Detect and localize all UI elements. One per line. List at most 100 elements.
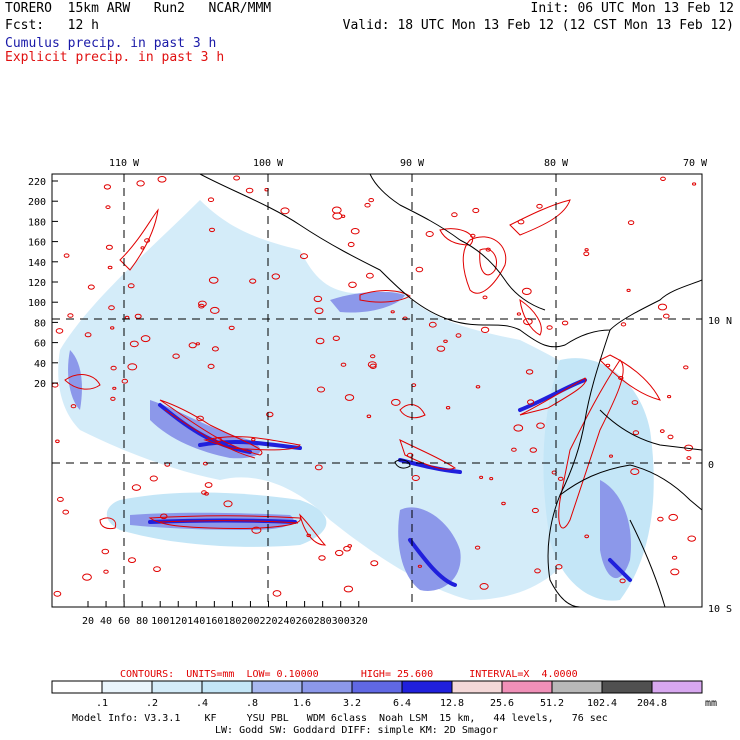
convective-cell [686,456,692,460]
convective-cell [436,345,446,352]
convective-cell [223,500,233,508]
y-tick-label: 40 [34,359,46,370]
convective-cell [474,545,481,550]
contour-info: CONTOURS: UNITS=mm LOW= 0.10000 HIGH= 25… [120,669,578,680]
convective-cell [318,555,326,561]
convective-cell [534,568,541,574]
convective-cell [313,295,323,303]
convective-cell [101,548,110,555]
convective-cell [683,365,689,370]
convective-cell [517,219,525,225]
color-scale-swatch [51,680,103,694]
convective-cell [128,557,136,563]
longitude-label: 100 W [253,158,284,169]
convective-cell [584,534,590,539]
convective-cell [584,248,589,252]
color-scale-swatch [451,680,503,694]
convective-cell [348,281,357,288]
convective-cell [670,568,680,576]
convective-cell [516,312,522,316]
latitude-label: 10 N [708,316,732,327]
color-scale-swatch [201,680,253,694]
convective-cell [630,468,640,476]
convective-cell [443,339,448,343]
x-tick-label: 280 [314,616,332,627]
color-scale-label: 3.2 [343,698,361,709]
convective-cell [366,272,374,279]
contour-interval: INTERVAL=X 4.0000 [469,669,578,680]
convective-cell [134,313,142,319]
convective-cell [314,307,324,315]
convective-cell [632,430,640,436]
convective-cell [110,326,115,330]
convective-cell [609,454,613,458]
x-tick-label: 240 [278,616,296,627]
convective-cell [300,253,308,260]
convective-cell [110,365,117,371]
convective-cell [620,322,627,327]
convective-cell [144,238,151,243]
convective-cell [105,244,113,250]
color-scale-label: .8 [246,698,258,709]
convective-cell [455,333,462,338]
color-scale-label: 204.8 [637,698,667,709]
map-frame [51,173,703,608]
color-scale-label: .4 [196,698,208,709]
latitude-label: 0 [708,460,714,471]
convective-cell [196,415,204,422]
x-tick-label: 260 [296,616,314,627]
convective-cell [228,325,235,331]
convective-cell [513,424,524,432]
convective-cell [198,300,207,307]
init-time: Init: 06 UTC Mon 13 Feb 12 [530,1,735,16]
convective-cell [204,482,213,488]
x-tick-label: 60 [118,616,130,627]
convective-cell [332,335,340,341]
convective-cell [501,501,506,506]
x-tick-label: 160 [205,616,223,627]
contour-label: CONTOURS: [120,669,175,680]
convective-cell [631,400,639,405]
color-scale-swatch [551,680,603,694]
convective-cell [390,310,395,314]
convective-cell [479,583,489,590]
convective-cell [107,265,113,270]
convective-cell [687,535,697,542]
convective-cell [316,386,326,393]
convective-cell [215,437,222,442]
convective-cell [127,283,135,289]
convective-cell [306,533,312,538]
convective-cell [391,398,401,406]
longitude-labels: 110 W 100 W 90 W 80 W 70 W [109,158,708,169]
convective-cell [332,212,343,220]
convective-cell [659,429,665,434]
color-scale-label: .1 [96,698,108,709]
y-tick-label: 220 [28,177,46,188]
x-tick-label: 320 [350,616,368,627]
x-tick-label: 40 [100,616,112,627]
convective-cell [195,342,200,346]
light-precip-areas [58,200,654,601]
convective-cell [343,545,351,552]
y-axis-ticks: 220 200 180 160 140 120 100 80 60 40 20 [28,177,58,390]
convective-cell [335,549,344,557]
convective-cell [364,202,371,208]
convective-cell [366,414,372,419]
color-scale-unit: mm [705,698,717,709]
field-cumulus-label: Cumulus precip. in past 3 h [5,36,217,51]
color-scale-label: 1.6 [293,698,311,709]
x-tick-label: 140 [187,616,205,627]
color-scale-swatch [501,680,553,694]
x-tick-label: 180 [223,616,241,627]
y-tick-label: 180 [28,217,46,228]
y-tick-label: 200 [28,197,46,208]
convective-cell [280,207,290,215]
convective-cell [266,411,274,418]
convective-cell [475,385,481,389]
explicit-precip-contours [64,199,661,546]
color-scale-label: 25.6 [490,698,514,709]
convective-cell [370,354,376,359]
convective-cell [402,316,408,321]
convective-cell [605,363,611,368]
